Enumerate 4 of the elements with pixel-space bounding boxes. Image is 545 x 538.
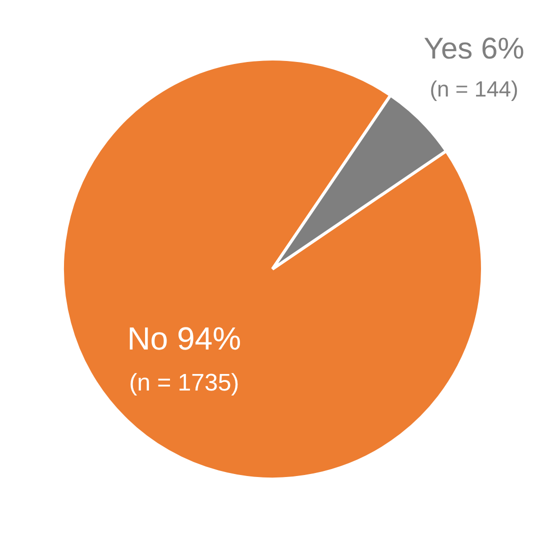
text: (n = 144) (430, 76, 518, 102)
slice-label: No 94% (127, 320, 242, 356)
slice-label: Yes 6% (424, 32, 524, 66)
text: (n = 1735) (129, 369, 240, 396)
